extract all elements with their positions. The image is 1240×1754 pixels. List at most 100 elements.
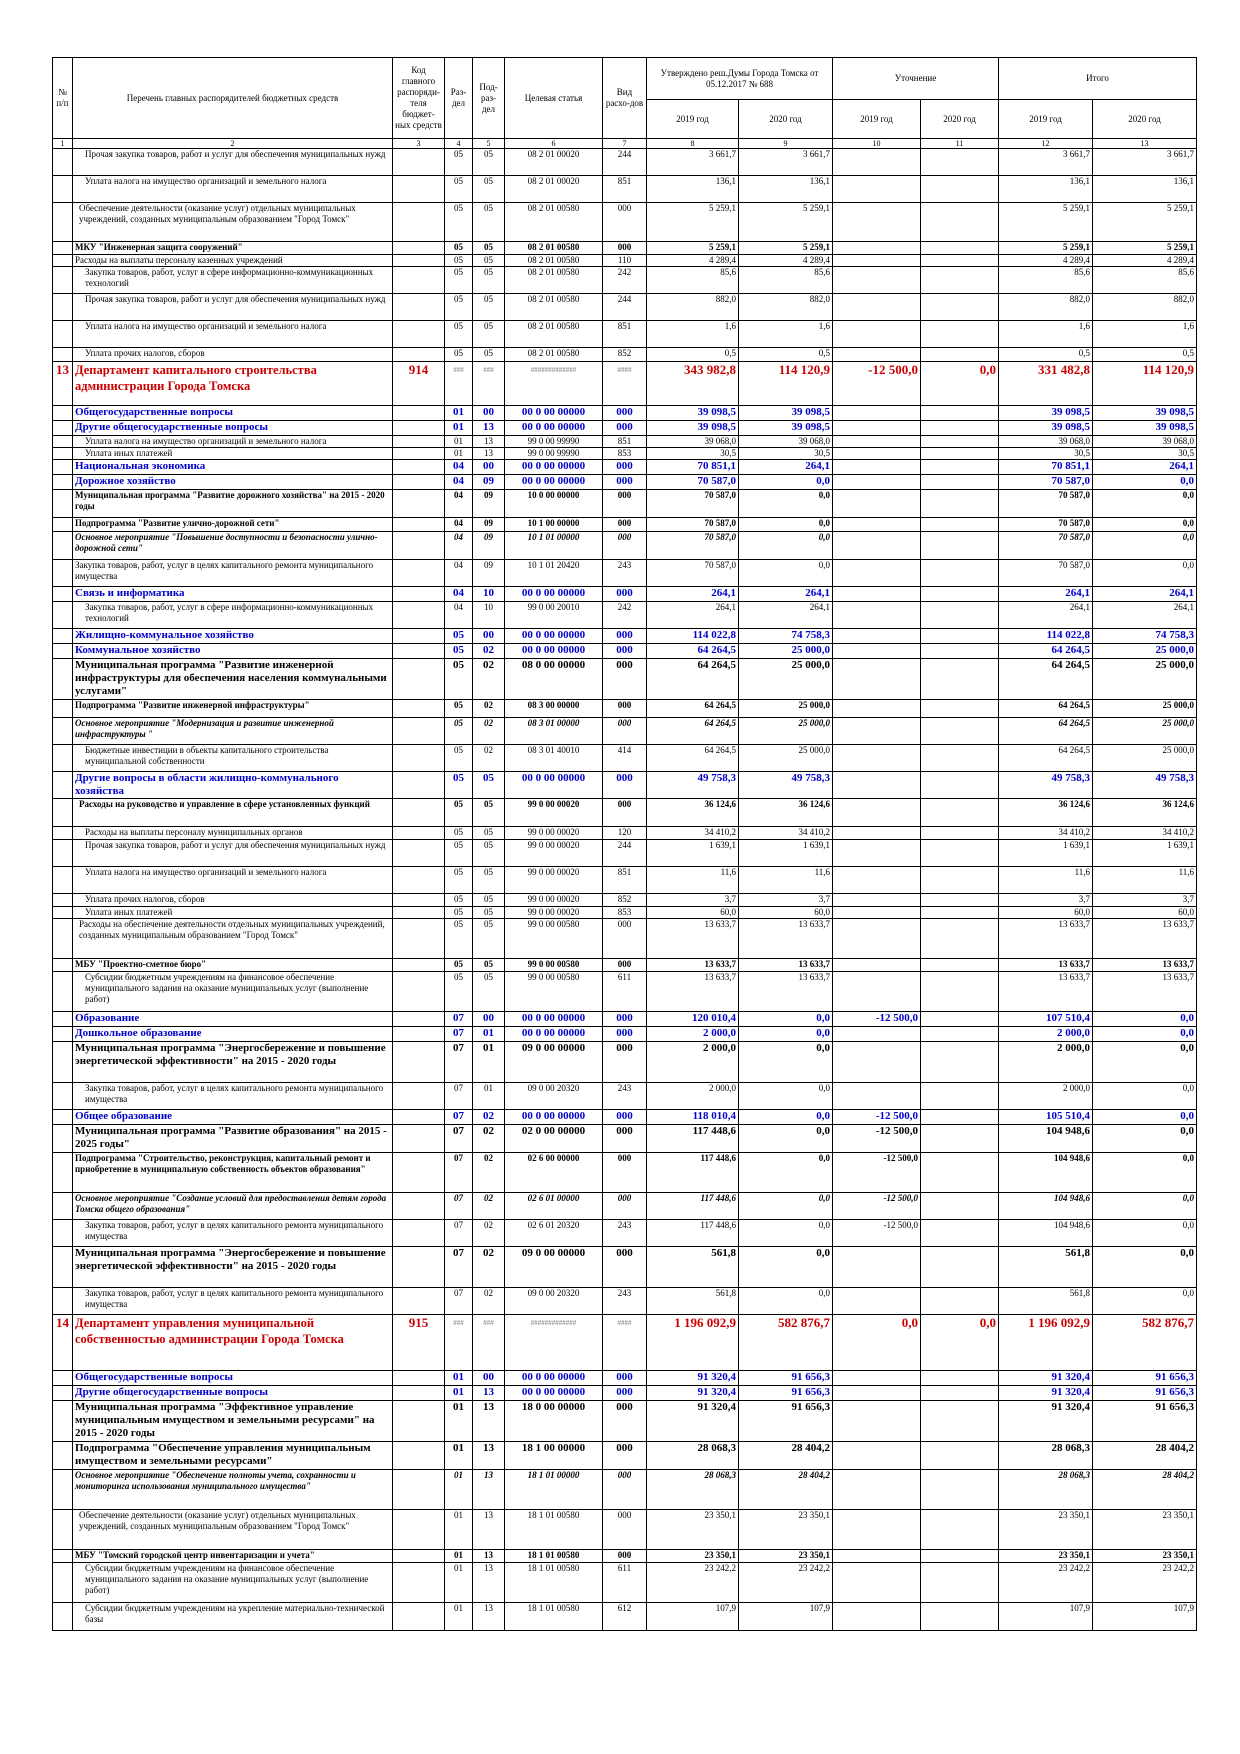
row-name: Прочая закупка товаров, работ и услуг дл… [72, 293, 393, 321]
approved-2020: 34 410,2 [738, 826, 833, 840]
approved-2020: 91 656,3 [738, 1370, 833, 1386]
total-2020: 3 661,7 [1092, 148, 1198, 176]
approved-2019: 23 242,2 [646, 1562, 739, 1603]
row-podrazdel: 13 [472, 1602, 505, 1631]
row-article: 99 0 00 00020 [504, 826, 603, 840]
table-row: Закупка товаров, работ, услуг в целях ка… [52, 1082, 1198, 1110]
refine-2020 [919, 658, 1000, 700]
row-vid: 000 [602, 1385, 647, 1401]
approved-2019: 343 982,8 [646, 361, 739, 406]
table-row: Уплата иных платежей 01 13 99 0 00 99990 853… [52, 447, 1198, 460]
row-vid: 110 [602, 254, 647, 267]
row-article: 00 0 00 00000 [504, 771, 603, 799]
approved-2020: 882,0 [738, 293, 833, 321]
total-2019: 64 264,5 [998, 744, 1094, 772]
table-row: Муниципальная программа "Энергосбережени… [52, 1246, 1198, 1288]
row-podrazdel: 09 [472, 517, 505, 532]
refine-2019 [832, 202, 921, 242]
row-name: Обеспечение деятельности (оказание услуг… [72, 1509, 393, 1550]
row-code [392, 266, 445, 294]
row-razdel: 05 [444, 293, 473, 321]
refine-2020 [919, 459, 1000, 475]
approved-2019: 85,6 [646, 266, 739, 294]
total-2020: 34 410,2 [1092, 826, 1198, 840]
total-2019: 264,1 [998, 601, 1094, 629]
table-row: Расходы на руководство и управление в сф… [52, 798, 1198, 827]
row-razdel: 05 [444, 148, 473, 176]
row-num [52, 347, 73, 362]
approved-2019: 1 196 092,9 [646, 1314, 739, 1371]
approved-2020: 136,1 [738, 175, 833, 203]
row-article: 10 1 00 00000 [504, 517, 603, 532]
approved-2020: 25 000,0 [738, 699, 833, 718]
row-num [52, 628, 73, 644]
row-article: 08 2 01 00580 [504, 254, 603, 267]
row-article: 08 2 01 00020 [504, 175, 603, 203]
table-row: Уплата налога на имущество организаций и… [52, 320, 1198, 348]
table-row: Расходы на обеспечение деятельности отде… [52, 918, 1198, 959]
total-2020: 107,9 [1092, 1602, 1198, 1631]
refine-2020 [919, 1219, 1000, 1247]
total-2019: 5 259,1 [998, 202, 1094, 242]
refine-2020 [919, 420, 1000, 436]
row-vid: 000 [602, 241, 647, 255]
row-vid: 851 [602, 175, 647, 203]
total-2020: 0,0 [1092, 1124, 1198, 1153]
approved-2020: 0,5 [738, 347, 833, 362]
row-vid: 244 [602, 148, 647, 176]
row-vid: 000 [602, 1509, 647, 1550]
total-2019: 104 948,6 [998, 1152, 1094, 1193]
row-podrazdel: 05 [472, 293, 505, 321]
table-row: МБУ "Проектно-сметное бюро" 05 05 99 0 00 0… [52, 958, 1198, 972]
table-row: Другие общегосударственные вопросы 01 13 00… [52, 420, 1198, 436]
row-razdel: 07 [444, 1109, 473, 1125]
row-name: Муниципальная программа "Эффективное упр… [72, 1400, 393, 1442]
refine-2019: -12 500,0 [832, 1152, 921, 1193]
row-name: Субсидии бюджетным учреждениям на финанс… [72, 1562, 393, 1603]
approved-2020: 107,9 [738, 1602, 833, 1631]
row-code [392, 1469, 445, 1510]
row-razdel: 07 [444, 1152, 473, 1193]
row-razdel: 05 [444, 906, 473, 919]
row-vid: #### [602, 361, 647, 406]
row-article: 02 6 00 00000 [504, 1152, 603, 1193]
total-2019: 561,8 [998, 1287, 1094, 1315]
refine-2019 [832, 148, 921, 176]
refine-2020 [919, 643, 1000, 659]
row-vid: 243 [602, 1287, 647, 1315]
colnum: 3 [392, 138, 445, 149]
approved-2020: 114 120,9 [738, 361, 833, 406]
row-razdel: 05 [444, 202, 473, 242]
total-2019: 107,9 [998, 1602, 1094, 1631]
row-podrazdel: 05 [472, 202, 505, 242]
row-razdel: 05 [444, 744, 473, 772]
row-razdel: 01 [444, 405, 473, 421]
row-article: 18 1 01 00000 [504, 1469, 603, 1510]
row-vid: 000 [602, 717, 647, 745]
row-vid: 414 [602, 744, 647, 772]
row-vid: 000 [602, 420, 647, 436]
refine-2020 [919, 320, 1000, 348]
refine-2019 [832, 893, 921, 907]
row-article: 09 0 00 20320 [504, 1287, 603, 1315]
refine-2019 [832, 658, 921, 700]
row-article: 09 0 00 00000 [504, 1246, 603, 1288]
refine-2019 [832, 866, 921, 894]
row-num [52, 643, 73, 659]
approved-2019: 23 350,1 [646, 1549, 739, 1563]
approved-2020: 39 068,0 [738, 435, 833, 448]
refine-2019 [832, 1246, 921, 1288]
approved-2020: 0,0 [738, 1219, 833, 1247]
row-code [392, 517, 445, 532]
table-body: Прочая закупка товаров, работ и услуг дл… [52, 148, 1198, 1631]
refine-2020 [919, 958, 1000, 972]
approved-2020: 60,0 [738, 906, 833, 919]
header-total-2019: 2019 год [998, 99, 1094, 139]
approved-2020: 0,0 [738, 489, 833, 518]
row-article: 99 0 00 99990 [504, 435, 603, 448]
row-article: 08 3 00 00000 [504, 699, 603, 718]
row-num [52, 148, 73, 176]
row-article: 08 2 01 00580 [504, 241, 603, 255]
refine-2020 [919, 918, 1000, 959]
table-row: Муниципальная программа "Развитие дорожн… [52, 489, 1198, 518]
